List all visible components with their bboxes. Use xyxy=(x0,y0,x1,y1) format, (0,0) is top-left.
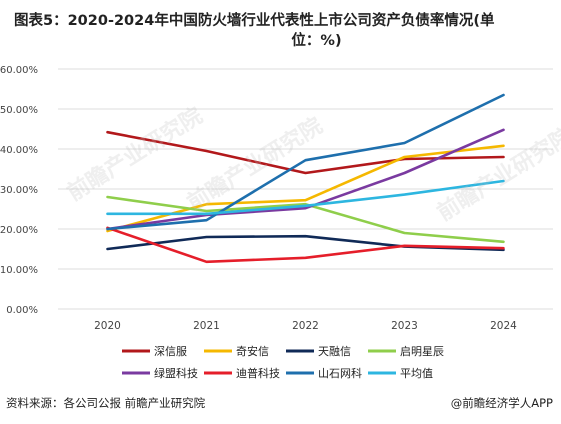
series-line xyxy=(106,195,505,244)
x-axis-ticks: 2020 2021 2022 2023 2024 xyxy=(94,320,517,332)
chart-title: 图表5：2020-2024年中国防火墙行业代表性上市公司资产负债率情况(单 位：… xyxy=(14,11,549,51)
y-tick-label: 50.00% xyxy=(0,105,38,116)
series-line xyxy=(106,128,505,231)
x-tick-label: 2024 xyxy=(490,320,517,332)
legend-label: 奇安信 xyxy=(236,344,269,358)
title-line-2: 位：%) xyxy=(291,33,342,49)
y-tick-label: 40.00% xyxy=(0,145,38,156)
legend-label: 平均值 xyxy=(400,367,433,380)
line-chart: 0.00% 10.00% 20.00% 30.00% 40.00% 50.00% 60.00… xyxy=(0,65,553,380)
series-lines xyxy=(106,93,505,264)
x-tick-label: 2023 xyxy=(391,320,418,332)
source-note: 资料来源：各公司公报 前瞻产业研究院 xyxy=(6,396,206,410)
legend-label: 迪普科技 xyxy=(236,366,280,380)
x-tick-label: 2020 xyxy=(94,320,121,332)
gridlines xyxy=(58,68,553,310)
y-tick-label: 60.00% xyxy=(0,65,38,76)
title-line-1: 图表5：2020-2024年中国防火墙行业代表性上市公司资产负债率情况(单 xyxy=(14,13,495,29)
series-line xyxy=(106,179,505,216)
y-axis-ticks: 0.00% 10.00% 20.00% 30.00% 40.00% 50.00% 60.00… xyxy=(0,65,38,316)
legend-label: 启明星辰 xyxy=(400,345,444,358)
x-tick-label: 2022 xyxy=(292,320,319,332)
credit-note: @前瞻经济学人APP xyxy=(450,396,553,410)
y-tick-label: 0.00% xyxy=(6,305,38,316)
legend-label: 绿盟科技 xyxy=(154,366,198,380)
y-tick-label: 10.00% xyxy=(0,265,38,276)
y-tick-label: 20.00% xyxy=(0,225,38,236)
y-tick-label: 30.00% xyxy=(0,185,38,196)
series-line xyxy=(106,226,505,264)
legend-label: 深信服 xyxy=(154,345,187,358)
series-line xyxy=(106,93,505,231)
legend-label: 天融信 xyxy=(318,345,351,358)
legend-label: 山石网科 xyxy=(318,366,362,380)
x-tick-label: 2021 xyxy=(193,320,220,332)
